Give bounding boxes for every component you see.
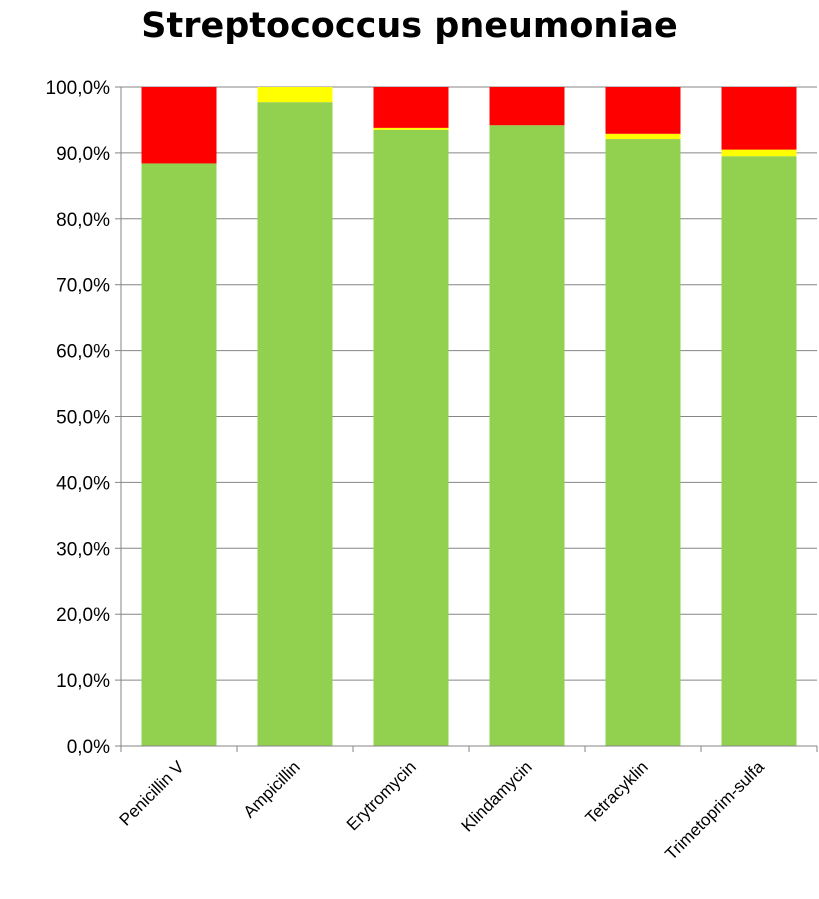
y-tick-label: 0,0% <box>67 737 110 758</box>
bar-segment-ampicillin-0 <box>257 102 333 747</box>
bar-segment-tetracyklin-2 <box>605 87 681 134</box>
y-tick-label: 30,0% <box>56 539 110 560</box>
bars <box>141 87 797 747</box>
y-tick-label: 60,0% <box>56 342 110 363</box>
bar-segment-klindamycin-2 <box>489 87 565 126</box>
y-tick-label: 90,0% <box>56 144 110 165</box>
x-category-label: Ampicillin <box>240 757 304 821</box>
y-tick-label: 40,0% <box>56 473 110 494</box>
bar-segment-trimetoprim-sulfa-2 <box>721 87 797 150</box>
x-category-label: Tetracyklin <box>582 757 652 827</box>
bar-segment-erytromycin-1 <box>373 127 449 130</box>
y-tick-label: 10,0% <box>56 671 110 692</box>
bar-segment-erytromycin-2 <box>373 87 449 128</box>
y-tick-label: 80,0% <box>56 210 110 231</box>
gridlines <box>121 86 817 681</box>
x-category-label: Trimetoprim-sulfa <box>661 757 768 864</box>
bar-segment-tetracyklin-1 <box>605 133 681 140</box>
bar-segment-erytromycin-0 <box>373 129 449 746</box>
y-tick-label: 20,0% <box>56 605 110 626</box>
chart-title: Streptococcus pneumoniae <box>141 6 678 46</box>
y-tick-label: 70,0% <box>56 276 110 297</box>
bar-segment-klindamycin-0 <box>489 125 565 747</box>
y-tick-labels: 0,0% 10,0% 20,0% 30,0% 40,0% 50,0% 60,0% 70,0% 8… <box>46 78 111 758</box>
bar-segment-tetracyklin-0 <box>605 139 681 746</box>
axes <box>115 86 818 752</box>
bar-segment-trimetoprim-sulfa-1 <box>721 149 797 157</box>
y-tick-label: 100,0% <box>46 78 111 99</box>
y-tick-label: 50,0% <box>56 408 110 429</box>
bar-segment-penicillin-v-2 <box>141 87 217 164</box>
x-category-label: Penicillin V <box>116 757 189 830</box>
bar-segment-penicillin-v-0 <box>141 163 217 747</box>
bar-segment-trimetoprim-sulfa-0 <box>721 156 797 746</box>
x-tick-labels: Penicillin V Ampicillin Erytromycin Klindam… <box>116 757 769 864</box>
x-category-label: Erytromycin <box>343 757 420 834</box>
bar-segment-ampicillin-1 <box>257 87 333 103</box>
x-category-label: Klindamycin <box>458 757 536 835</box>
